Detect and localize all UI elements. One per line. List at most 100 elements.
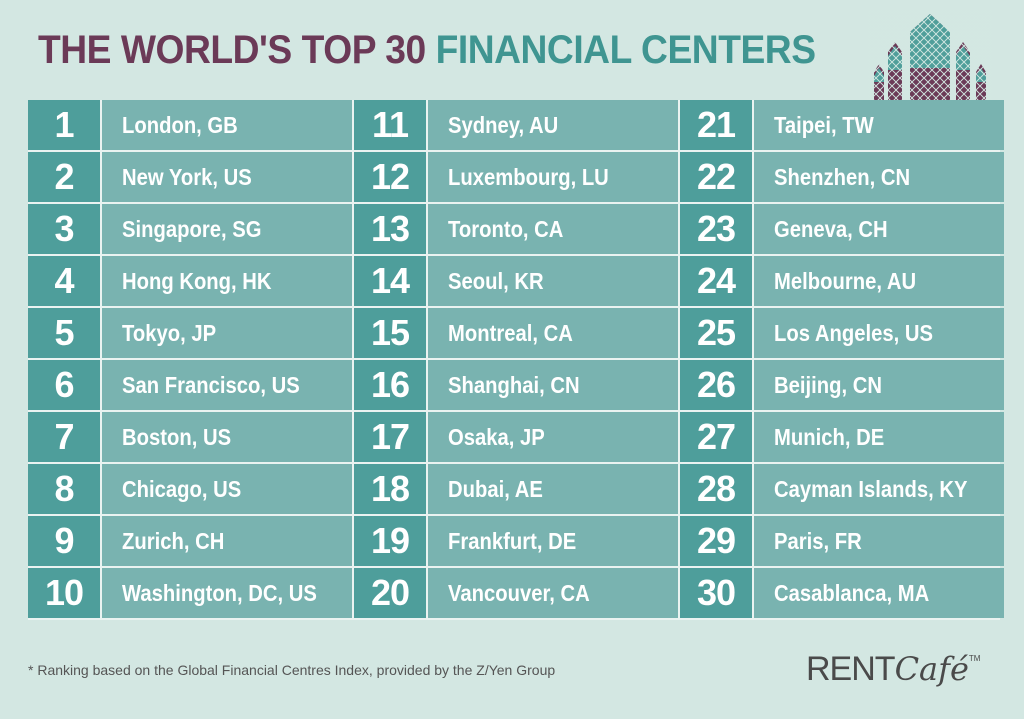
city-cell: Washington, DC, US (102, 568, 352, 618)
title-part-1: THE WORLD'S TOP 30 (38, 28, 426, 72)
city-cell: Tokyo, JP (102, 308, 352, 358)
city-cell: Sydney, AU (428, 100, 678, 150)
rank-number: 21 (680, 100, 752, 150)
rank-number: 6 (28, 360, 100, 410)
city-cell: Hong Kong, HK (102, 256, 352, 306)
city-cell: Zurich, CH (102, 516, 352, 566)
city-name: Munich, DE (774, 423, 885, 450)
rank-number: 3 (28, 204, 100, 254)
city-cell: Vancouver, CA (428, 568, 678, 618)
city-cell: Frankfurt, DE (428, 516, 678, 566)
city-name: London, GB (122, 111, 238, 138)
city-name: Shanghai, CN (448, 371, 580, 398)
city-name: Toronto, CA (448, 215, 564, 242)
city-cell: Seoul, KR (428, 256, 678, 306)
rank-number: 18 (354, 464, 426, 514)
city-cell: Casablanca, MA (754, 568, 1004, 618)
rank-number: 14 (354, 256, 426, 306)
city-cell: Toronto, CA (428, 204, 678, 254)
city-name: Shenzhen, CN (774, 163, 911, 190)
rank-number: 2 (28, 152, 100, 202)
rank-number: 7 (28, 412, 100, 462)
rank-number: 9 (28, 516, 100, 566)
rank-number: 13 (354, 204, 426, 254)
rank-number: 22 (680, 152, 752, 202)
rank-number: 12 (354, 152, 426, 202)
city-name: Los Angeles, US (774, 319, 933, 346)
city-cell: Beijing, CN (754, 360, 1004, 410)
city-name: Seoul, KR (448, 267, 544, 294)
rank-number: 11 (354, 100, 426, 150)
city-name: Dubai, AE (448, 475, 543, 502)
city-name: Frankfurt, DE (448, 527, 577, 554)
rank-number: 17 (354, 412, 426, 462)
city-cell: Geneva, CH (754, 204, 1004, 254)
city-name: Montreal, CA (448, 319, 573, 346)
brand-rent: RENT (806, 650, 896, 688)
city-cell: Montreal, CA (428, 308, 678, 358)
city-cell: Chicago, US (102, 464, 352, 514)
city-cell: New York, US (102, 152, 352, 202)
city-name: Vancouver, CA (448, 579, 590, 606)
city-name: Hong Kong, HK (122, 267, 272, 294)
rank-number: 1 (28, 100, 100, 150)
skyline-icon (868, 10, 992, 102)
city-cell: Melbourne, AU (754, 256, 1004, 306)
city-name: Singapore, SG (122, 215, 262, 242)
city-name: Cayman Islands, KY (774, 475, 968, 502)
footnote: * Ranking based on the Global Financial … (28, 662, 556, 678)
city-cell: Munich, DE (754, 412, 1004, 462)
city-name: Tokyo, JP (122, 319, 217, 346)
city-cell: Cayman Islands, KY (754, 464, 1004, 514)
city-name: Casablanca, MA (774, 579, 930, 606)
city-name: Zurich, CH (122, 527, 225, 554)
city-name: Sydney, AU (448, 111, 559, 138)
rentcafe-logo: RENTCaféTM (806, 650, 980, 689)
rankings-table: 1 London, GB 11 Sydney, AU 21 Taipei, TW 2 New … (28, 100, 1004, 620)
city-cell: Luxembourg, LU (428, 152, 678, 202)
rank-number: 29 (680, 516, 752, 566)
city-name: Geneva, CH (774, 215, 888, 242)
rank-number: 20 (354, 568, 426, 618)
city-cell: Singapore, SG (102, 204, 352, 254)
rank-number: 15 (354, 308, 426, 358)
city-name: New York, US (122, 163, 252, 190)
rank-number: 16 (354, 360, 426, 410)
city-name: Luxembourg, LU (448, 163, 609, 190)
rank-number: 8 (28, 464, 100, 514)
rank-number: 10 (28, 568, 100, 618)
rank-number: 25 (680, 308, 752, 358)
rank-number: 19 (354, 516, 426, 566)
city-cell: Boston, US (102, 412, 352, 462)
city-cell: Taipei, TW (754, 100, 1004, 150)
city-name: Beijing, CN (774, 371, 882, 398)
city-cell: Shenzhen, CN (754, 152, 1004, 202)
rank-number: 26 (680, 360, 752, 410)
rank-number: 5 (28, 308, 100, 358)
city-name: San Francisco, US (122, 371, 300, 398)
title-part-2: FINANCIAL CENTERS (435, 28, 816, 72)
rank-number: 24 (680, 256, 752, 306)
city-cell: Osaka, JP (428, 412, 678, 462)
city-name: Taipei, TW (774, 111, 874, 138)
rank-number: 4 (28, 256, 100, 306)
brand-cafe: Café (894, 650, 969, 688)
city-name: Chicago, US (122, 475, 242, 502)
city-cell: San Francisco, US (102, 360, 352, 410)
rank-number: 27 (680, 412, 752, 462)
brand-trademark: TM (968, 654, 981, 663)
city-name: Osaka, JP (448, 423, 545, 450)
rank-number: 30 (680, 568, 752, 618)
city-cell: Los Angeles, US (754, 308, 1004, 358)
city-cell: Paris, FR (754, 516, 1004, 566)
city-name: Boston, US (122, 423, 232, 450)
rank-number: 23 (680, 204, 752, 254)
city-cell: Dubai, AE (428, 464, 678, 514)
city-name: Melbourne, AU (774, 267, 917, 294)
city-name: Paris, FR (774, 527, 862, 554)
rank-number: 28 (680, 464, 752, 514)
city-name: Washington, DC, US (122, 579, 317, 606)
page-title: THE WORLD'S TOP 30 FINANCIAL CENTERS (38, 28, 816, 72)
city-cell: London, GB (102, 100, 352, 150)
city-cell: Shanghai, CN (428, 360, 678, 410)
